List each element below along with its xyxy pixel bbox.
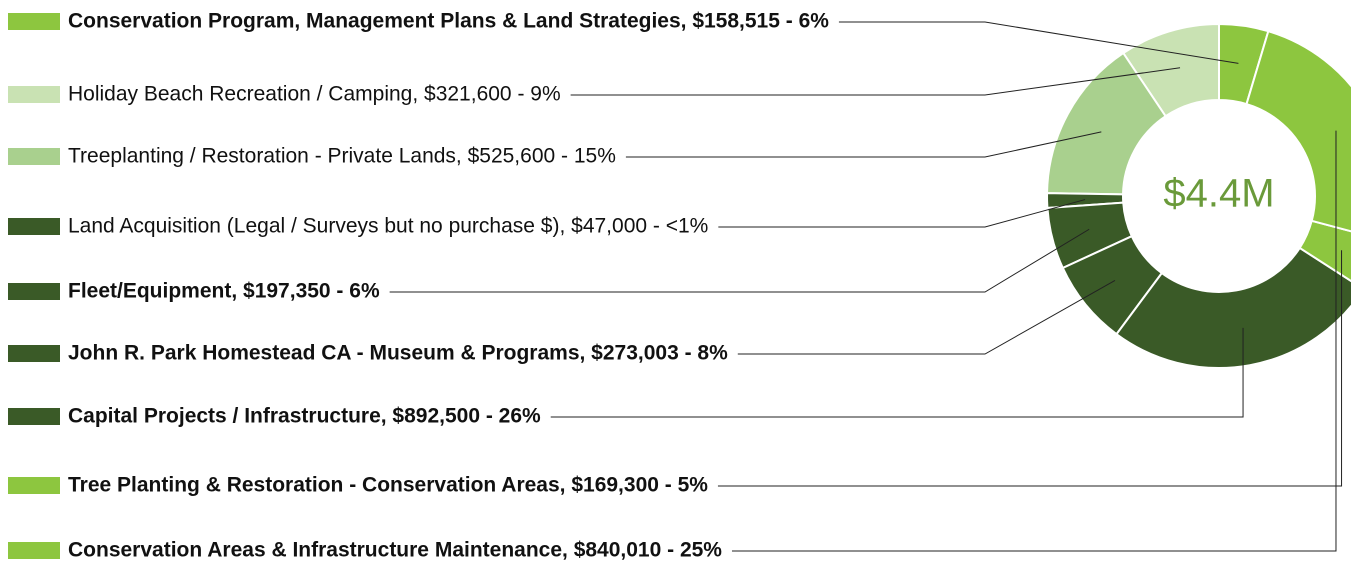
leader-line (625, 131, 1102, 158)
slice (1245, 29, 1351, 233)
leader-line (731, 130, 1337, 552)
legend-label: Holiday Beach Recreation / Camping, $321… (68, 83, 561, 106)
donut (1046, 22, 1351, 369)
legend-label: Land Acquisition (Legal / Surveys but no… (68, 215, 708, 238)
legend-swatch (8, 86, 60, 103)
leader-line (570, 67, 1181, 96)
legend-swatch (8, 477, 60, 494)
legend-swatch (8, 148, 60, 165)
leader-line (737, 280, 1116, 355)
slice (1046, 201, 1134, 270)
slice (1115, 246, 1351, 369)
legend-swatch (8, 283, 60, 300)
legend-swatch (8, 408, 60, 425)
leader-line (717, 250, 1343, 487)
legend-label: John R. Park Homestead CA - Museum & Pro… (68, 342, 728, 365)
legend-swatch (8, 218, 60, 235)
legend-label: Conservation Areas & Infrastructure Main… (68, 539, 722, 562)
center-label: $4.4M (1163, 172, 1274, 216)
legend-label: Capital Projects / Infrastructure, $892,… (68, 405, 541, 428)
leader-line (838, 21, 1239, 64)
legend-label: Tree Planting & Restoration - Conservati… (68, 474, 708, 497)
legend-label: Treeplanting / Restoration - Private Lan… (68, 145, 616, 168)
leader-line (389, 228, 1090, 293)
slice (1121, 22, 1220, 118)
legend-label: Fleet/Equipment, $197,350 - 6% (68, 280, 380, 303)
slice (1046, 51, 1167, 196)
leader-line (550, 327, 1244, 418)
legend-swatch (8, 345, 60, 362)
legend-label: Conservation Program, Management Plans &… (68, 10, 829, 33)
legend-swatch (8, 13, 60, 30)
leader-line (718, 199, 1086, 228)
slice (1298, 219, 1351, 283)
legend-swatch (8, 542, 60, 559)
slice (1061, 234, 1164, 336)
